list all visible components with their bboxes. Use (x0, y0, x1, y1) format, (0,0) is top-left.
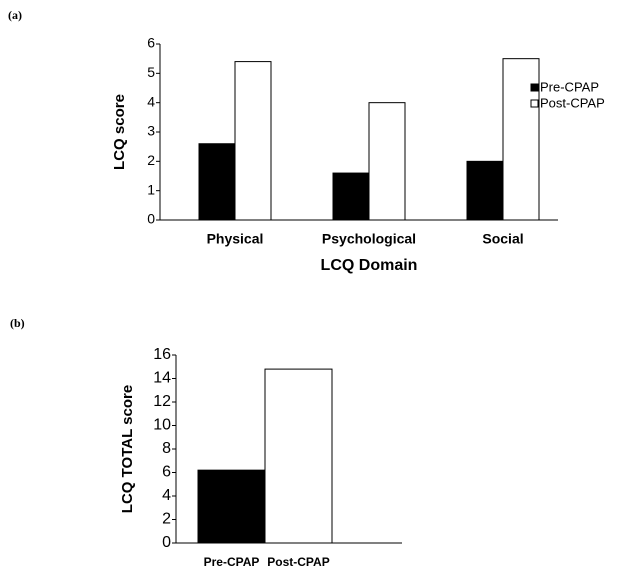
legend-label: Pre-CPAP (540, 79, 599, 94)
y-tick-label: 4 (147, 93, 155, 109)
y-tick-label: 12 (153, 393, 171, 410)
y-tick-label: 1 (147, 181, 155, 197)
y-tick-label: 2 (147, 152, 155, 168)
bar (502, 58, 540, 221)
y-axis-label: LCQ score (111, 94, 128, 170)
panel-label: (b) (10, 316, 25, 330)
y-tick-label: 10 (153, 417, 171, 434)
y-tick-label: 0 (162, 534, 171, 551)
y-tick-label: 0 (147, 211, 155, 227)
x-tick-label: Pre-CPAP (204, 555, 260, 569)
bar (264, 368, 333, 544)
bar (197, 469, 266, 544)
bar (466, 160, 504, 221)
x-tick-label: Post-CPAP (267, 555, 329, 569)
y-tick-label: 8 (162, 440, 171, 457)
y-tick-label: 6 (147, 35, 155, 51)
bar (234, 61, 272, 221)
y-tick-label: 5 (147, 64, 155, 80)
legend-swatch (530, 83, 539, 92)
bar (368, 102, 406, 221)
y-tick-label: 6 (162, 464, 171, 481)
y-tick-label: 16 (153, 346, 171, 363)
x-tick-label: Physical (207, 231, 264, 247)
bar (198, 143, 236, 221)
y-tick-label: 2 (162, 511, 171, 528)
legend-label: Post-CPAP (540, 95, 605, 110)
x-tick-label: Social (482, 231, 523, 247)
x-tick-label: Psychological (322, 231, 416, 247)
y-tick-label: 3 (147, 123, 155, 139)
y-tick-label: 14 (153, 370, 171, 387)
legend-swatch (530, 99, 539, 108)
y-tick-label: 4 (162, 487, 171, 504)
x-axis-label: LCQ Domain (321, 257, 418, 274)
y-axis-label: LCQ TOTAL score (119, 385, 136, 513)
bar (332, 172, 370, 221)
panel-label: (a) (8, 8, 22, 22)
